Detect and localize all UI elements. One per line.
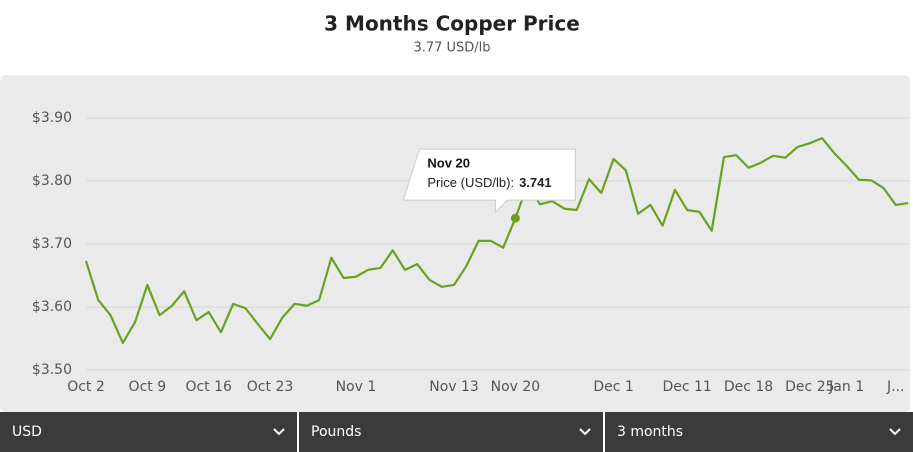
tooltip-title: Nov 20 [427,156,470,171]
x-tick-label: J... [886,379,904,395]
x-tick-label: Jan 1 [828,379,864,395]
select-label: USD [12,424,42,440]
x-tick-label: Dec 1 [593,379,633,395]
currency-select[interactable]: USD [0,412,299,452]
x-tick-label: Dec 18 [724,379,773,395]
controls: USD Pounds 3 months [0,412,913,452]
x-tick-label: Oct 2 [67,379,105,395]
x-tick-label: Oct 16 [185,379,232,395]
y-tick-label: $3.90 [32,110,72,126]
y-tick-label: $3.50 [32,362,72,378]
x-tick-label: Nov 13 [429,379,479,395]
tooltip-label: Price (USD/lb): [427,176,514,191]
hover-point [510,213,520,223]
x-tick-label: Oct 9 [129,379,167,395]
price-line [84,137,909,345]
select-label: 3 months [617,424,684,440]
tooltip: Nov 20 Price (USD/lb): 3.741 [402,148,576,214]
x-tick-label: Dec 11 [662,379,711,395]
y-tick-label: $3.70 [32,236,72,252]
chart-subtitle: 3.77 USD/lb [413,41,490,56]
x-tick-label: Dec 25 [785,379,834,395]
x-tick-label: Nov 1 [336,379,377,395]
unit-select[interactable]: Pounds [299,412,605,452]
y-tick-label: $3.60 [32,299,72,315]
tooltip-box [402,148,576,214]
x-tick-label: Nov 20 [491,379,541,395]
chart-title: 3 Months Copper Price [324,12,580,36]
y-tick-label: $3.80 [32,173,72,189]
select-label: Pounds [311,424,362,440]
period-select[interactable]: 3 months [605,412,913,452]
chart: 3 Months Copper Price 3.77 USD/lb $3.50 $… [0,12,910,412]
tooltip-value: 3.741 [519,176,552,191]
x-tick-label: Oct 23 [247,379,293,395]
tooltip-text: Price (USD/lb): 3.741 [427,176,551,191]
